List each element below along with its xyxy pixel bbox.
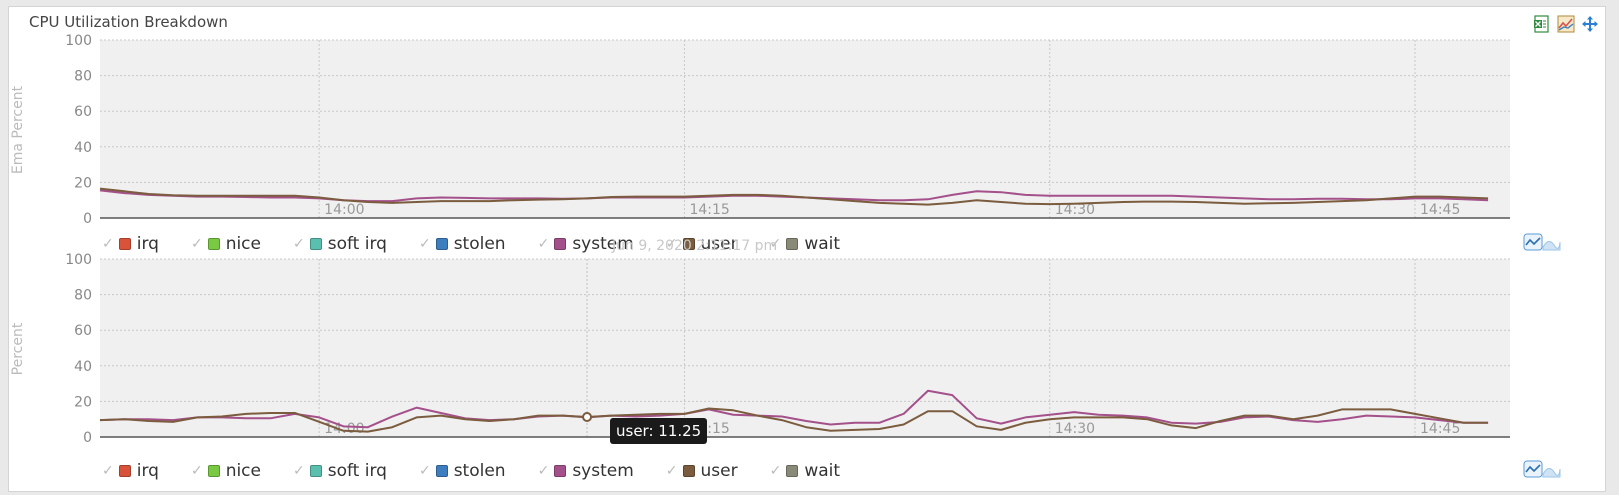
legend-swatch [554,465,567,477]
legend-label: system [572,461,634,481]
ema-chart-legend: ✓ irq ✓ nice ✓ soft irq ✓ stolen ✓ system ✓ user ✓ wa… [102,234,872,254]
legend-check-icon: ✓ [190,236,203,252]
y-tick-label: 0 [83,211,92,227]
legend-swatch [435,238,448,250]
legend-label: wait [804,234,841,254]
legend-item-irq[interactable]: ✓ irq [102,461,191,481]
legend-swatch [207,465,220,477]
panel-toolbar [1533,15,1599,33]
x-tick-label: 14:45 [1420,421,1460,437]
panel-title: CPU Utilization Breakdown [29,13,228,31]
y-tick-label: 0 [83,430,92,446]
y-tick-label: 100 [65,33,92,49]
legend-check-icon: ✓ [769,236,782,252]
legend-label: irq [136,461,159,481]
y-tick-label: 20 [74,394,92,410]
legend-item-nice[interactable]: ✓ nice [191,234,293,254]
legend-swatch [309,238,322,250]
x-tick-label: 14:00 [324,421,364,437]
y-axis-label: Percent [10,322,26,375]
legend-check-icon: ✓ [418,236,431,252]
legend-swatch [118,465,131,477]
legend-label: stolen [453,461,506,481]
legend-check-icon: ✓ [665,236,678,252]
legend-label: nice [225,234,261,254]
legend-item-soft-irq[interactable]: ✓ soft irq [293,234,419,254]
legend-check-icon: ✓ [537,463,550,479]
legend-check-icon: ✓ [293,463,305,479]
legend-swatch [786,238,799,250]
legend-label: nice [225,461,261,481]
legend-label: user [700,461,738,481]
highlight-point[interactable] [582,411,593,422]
line-type-icon [1523,460,1561,478]
x-tick-label: 14:15 [689,202,729,218]
legend-item-stolen[interactable]: ✓ stolen [419,461,538,481]
ema-chart-type-toggle[interactable] [1523,233,1561,253]
legend-check-icon: ✓ [293,236,305,252]
series-line-user[interactable] [99,187,1489,206]
y-tick-label: 60 [74,323,92,339]
legend-item-system[interactable]: ✓ system [538,234,666,254]
legend-item-wait[interactable]: ✓ wait [770,234,872,254]
legend-item-soft-irq[interactable]: ✓ soft irq [293,461,419,481]
legend-swatch [682,238,695,250]
ema-percent-chart: 0 20 40 60 80 100 14:00 14:15 14:30 14:45 Ema Perc… [10,33,1510,227]
legend-item-irq[interactable]: ✓ irq [102,234,191,254]
plot-area [100,40,1510,218]
legend-item-stolen[interactable]: ✓ stolen [419,234,538,254]
legend-swatch [682,465,695,477]
legend-check-icon: ✓ [537,236,550,252]
plot-area [100,259,1510,437]
y-tick-label: 100 [65,252,92,268]
x-tick-label: 14:00 [324,202,364,218]
y-tick-label: 80 [74,288,92,304]
legend-check-icon: ✓ [102,463,114,479]
legend-check-icon: ✓ [769,463,782,479]
export-excel-icon[interactable] [1533,15,1551,33]
x-tick-label: 14:30 [1055,202,1095,218]
legend-item-system[interactable]: ✓ system [538,461,666,481]
x-tick-label: 14:30 [1055,421,1095,437]
legend-label: user [700,234,738,254]
line-chart-icon[interactable] [1557,15,1575,33]
crosshair-date-label: Jun 9, 2020 2:11:17 pm [612,238,778,254]
percent-chart-type-toggle[interactable] [1523,460,1561,480]
legend-swatch [207,238,220,250]
legend-item-user[interactable]: ✓ user [666,234,770,254]
series-line-system[interactable] [99,389,1489,429]
legend-item-wait[interactable]: ✓ wait [770,461,872,481]
legend-check-icon: ✓ [102,236,114,252]
y-axis-label: Ema Percent [10,85,26,174]
legend-label: wait [804,461,841,481]
legend-swatch [435,465,448,477]
y-tick-label: 80 [74,69,92,85]
legend-check-icon: ✓ [665,463,678,479]
y-tick-label: 40 [74,140,92,156]
legend-label: soft irq [327,461,387,481]
line-type-icon [1523,233,1561,251]
legend-item-nice[interactable]: ✓ nice [191,461,293,481]
legend-label: stolen [453,234,506,254]
legend-swatch [118,238,131,250]
legend-swatch [554,238,567,250]
y-tick-label: 20 [74,175,92,191]
move-icon[interactable] [1581,15,1599,33]
legend-label: soft irq [327,234,387,254]
legend-label: system [572,234,634,254]
percent-chart-legend: ✓ irq ✓ nice ✓ soft irq ✓ stolen ✓ system ✓ user ✓ wa… [102,461,872,481]
legend-item-user[interactable]: ✓ user [666,461,770,481]
data-tooltip: user: 11.25 [610,418,708,444]
x-tick-label: 14:45 [1420,202,1460,218]
legend-check-icon: ✓ [190,463,203,479]
y-tick-label: 40 [74,359,92,375]
legend-swatch [309,465,322,477]
legend-label: irq [136,234,159,254]
series-line-user[interactable] [99,407,1489,433]
legend-swatch [786,465,799,477]
legend-check-icon: ✓ [418,463,431,479]
y-tick-label: 60 [74,104,92,120]
